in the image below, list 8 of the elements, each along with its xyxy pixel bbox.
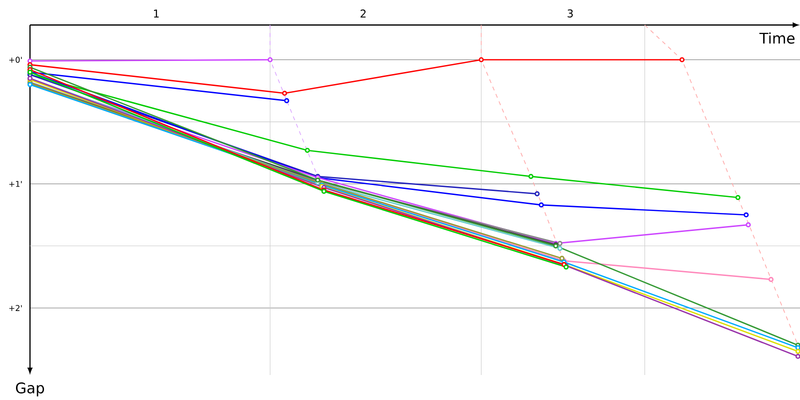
y-tick-label: +0' [9, 56, 22, 63]
y-tick-label: +1' [9, 180, 22, 187]
x-tick-label: 2 [360, 10, 366, 18]
x-tick-label: 1 [154, 10, 159, 18]
y-axis-title: Gap [16, 382, 44, 396]
x-axis-title: Time [759, 32, 795, 44]
x-tick-label: 3 [568, 9, 573, 18]
y-tick-label: +2' [9, 305, 22, 311]
